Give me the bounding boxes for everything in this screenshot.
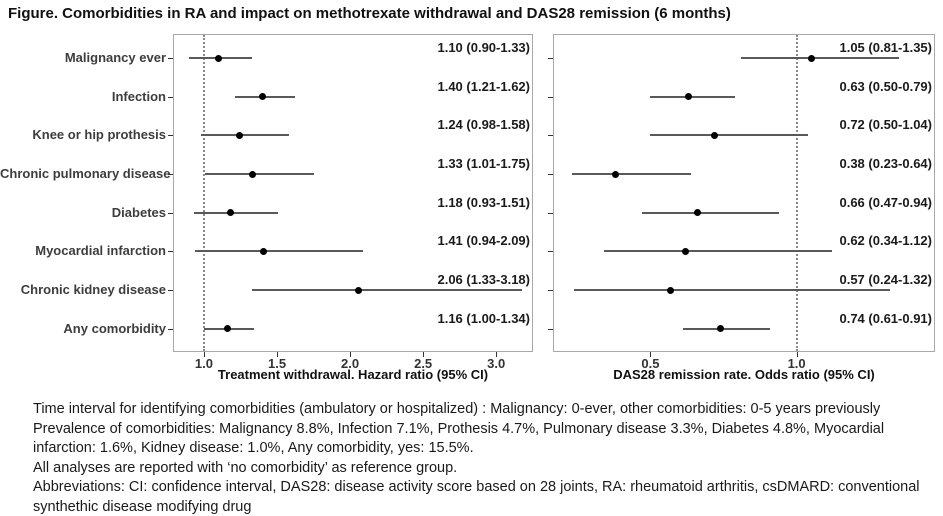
estimate-value-label: 0.72 (0.50-1.04) — [839, 117, 932, 133]
panel-treatment-withdrawal: 1.10 (0.90-1.33) 1.40 (1.21-1.62) 1.24 (0.… — [173, 34, 533, 352]
y-axis-tick — [548, 135, 553, 137]
estimate-value-label: 0.63 (0.50-0.79) — [839, 78, 932, 94]
x-axis-tick — [423, 352, 425, 357]
category-label: Any comorbidity — [63, 320, 166, 336]
category-label: Malignancy ever — [64, 50, 166, 65]
point-estimate-dot — [355, 286, 363, 294]
x-axis-tick-label: 1.5 — [267, 356, 287, 371]
estimate-value-label: 1.24 (0.98-1.58) — [437, 117, 530, 133]
estimate-value-label: 0.66 (0.47-0.94) — [839, 194, 932, 210]
estimate-value-label: 0.57 (0.24-1.32) — [839, 272, 932, 288]
category-label: Infection — [111, 88, 166, 104]
figure-title: Figure. Comorbidities in RA and impact o… — [8, 5, 731, 22]
point-estimate-dot — [226, 209, 234, 217]
ci-line — [650, 134, 809, 137]
y-axis-tick — [548, 290, 553, 292]
category-label: Diabetes — [111, 204, 166, 220]
estimate-value-label: 1.05 (0.81-1.35) — [839, 40, 932, 55]
ci-line — [603, 250, 832, 253]
reference-line-1 — [795, 35, 798, 351]
x-axis-tick — [650, 352, 652, 357]
y-axis-tick — [168, 212, 173, 214]
y-axis-tick — [168, 96, 173, 98]
footnote-line: synthethic disease modifying drug — [33, 498, 252, 515]
estimate-value-label: 1.10 (0.90-1.33) — [437, 40, 530, 55]
y-axis-tick — [548, 212, 553, 214]
point-estimate-dot — [258, 93, 266, 101]
point-estimate-dot — [667, 286, 675, 294]
y-axis-tick — [548, 96, 553, 98]
ci-line — [252, 289, 523, 292]
estimate-value-label: 0.38 (0.23-0.64) — [839, 156, 932, 171]
estimate-value-label: 1.16 (1.00-1.34) — [437, 310, 530, 326]
footnote-line: Time interval for identifying comorbidit… — [33, 401, 881, 417]
footnote-line: All analyses are reported with ‘no comor… — [33, 459, 458, 476]
point-estimate-dot — [235, 131, 243, 139]
estimate-value-label: 1.41 (0.94-2.09) — [437, 233, 530, 249]
ci-line — [195, 250, 364, 253]
estimate-value-label: 0.74 (0.61-0.91) — [839, 310, 932, 326]
ci-line — [741, 57, 899, 59]
estimate-value-label: 1.18 (0.93-1.51) — [437, 194, 530, 210]
panel-das28-remission: 1.05 (0.81-1.35) 0.63 (0.50-0.79) 0.72 (0.… — [553, 34, 935, 352]
y-axis-tick — [168, 174, 173, 175]
y-axis-tick — [168, 251, 173, 253]
y-axis-tick — [168, 290, 173, 292]
x-axis-tick-label: 1.0 — [787, 356, 806, 371]
estimate-value-label: 1.40 (1.21-1.62) — [437, 78, 530, 94]
footnote-line: infarction: 1.6%, Kidney disease: 1.0%, … — [33, 440, 474, 456]
ci-line — [682, 327, 771, 330]
point-estimate-dot — [260, 247, 268, 255]
y-axis-tick — [168, 135, 173, 137]
x-axis-tick-label: 1.0 — [194, 356, 213, 371]
figure-footnotes: Time interval for identifying comorbidit… — [33, 400, 937, 516]
x-axis-tick — [796, 352, 798, 357]
x-axis-title-withdrawal: Treatment withdrawal. Hazard ratio (95% … — [217, 367, 489, 382]
ci-line — [574, 289, 891, 292]
x-axis-tick — [277, 352, 279, 357]
estimate-value-label: 2.06 (1.33-3.18) — [437, 272, 530, 288]
category-label: Chronic pulmonary disease — [0, 166, 171, 181]
category-label: Myocardial infarction — [35, 243, 166, 259]
category-label: Chronic kidney disease — [20, 282, 166, 298]
point-estimate-dot — [717, 325, 725, 333]
point-estimate-dot — [223, 325, 231, 333]
point-estimate-dot — [693, 209, 701, 217]
y-axis-tick — [548, 174, 553, 175]
x-axis-tick — [350, 352, 352, 357]
x-axis-tick — [203, 352, 205, 357]
point-estimate-dot — [682, 247, 690, 255]
ci-line — [641, 211, 780, 214]
y-axis-tick — [168, 328, 173, 330]
y-axis-tick — [548, 58, 553, 59]
ci-line — [650, 95, 736, 98]
footnote-line: Abbreviations: CI: confidence interval, … — [33, 479, 920, 495]
x-axis-tick-label: 2.0 — [341, 356, 360, 371]
x-axis-tick-label: 3.0 — [487, 356, 506, 371]
point-estimate-dot — [611, 170, 619, 178]
point-estimate-dot — [215, 54, 223, 62]
estimate-value-label: 0.62 (0.34-1.12) — [839, 233, 932, 249]
estimate-value-label: 1.33 (1.01-1.75) — [437, 156, 530, 171]
point-estimate-dot — [684, 93, 692, 101]
x-axis-tick-label: 2.5 — [414, 356, 433, 371]
category-label: Knee or hip prothesis — [32, 127, 166, 143]
point-estimate-dot — [248, 170, 256, 178]
point-estimate-dot — [807, 54, 815, 62]
ci-line — [205, 173, 314, 175]
ci-line — [193, 211, 279, 214]
x-axis-tick — [496, 352, 498, 357]
footnote-line: Prevalence of comorbidities: Malignancy … — [33, 420, 885, 437]
ci-line — [571, 173, 692, 175]
x-axis-tick-label: 0.5 — [641, 356, 660, 371]
ci-line — [201, 134, 289, 137]
y-axis-tick — [548, 251, 553, 253]
point-estimate-dot — [711, 131, 719, 139]
y-axis-tick — [548, 328, 553, 330]
y-axis-tick — [168, 58, 173, 59]
reference-line-1 — [202, 35, 205, 351]
x-axis-title-remission: DAS28 remission rate. Odds ratio (95% CI… — [613, 367, 875, 382]
